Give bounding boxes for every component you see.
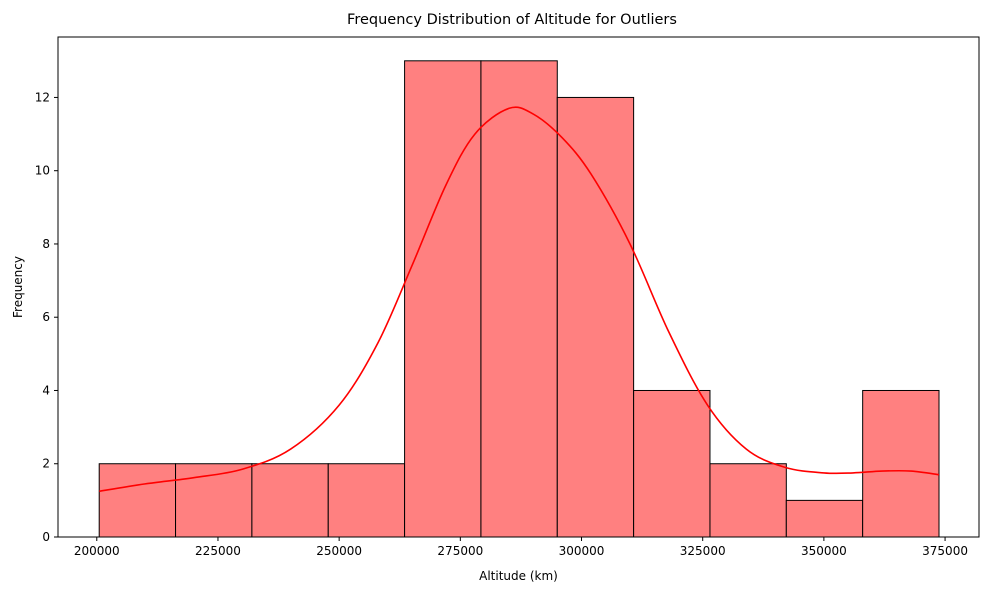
y-tick-label: 12 bbox=[35, 90, 50, 104]
x-tick-label: 250000 bbox=[316, 544, 362, 558]
x-tick-label: 375000 bbox=[922, 544, 968, 558]
y-tick-label: 10 bbox=[35, 164, 50, 178]
y-tick-label: 8 bbox=[42, 237, 50, 251]
x-axis-ticks: 200000 225000 250000 275000 300000 325000 3500… bbox=[74, 537, 968, 558]
y-tick-label: 2 bbox=[42, 457, 50, 471]
kde-group bbox=[99, 106, 940, 493]
histogram-bar bbox=[480, 60, 558, 538]
histogram-bar bbox=[709, 463, 787, 538]
y-axis-label: Frequency bbox=[11, 256, 25, 318]
y-axis-ticks: 0 2 4 6 8 10 12 bbox=[35, 90, 58, 544]
y-tick-label: 6 bbox=[42, 310, 50, 324]
histogram-bar bbox=[404, 60, 482, 538]
histogram-bar bbox=[633, 389, 711, 538]
x-tick-label: 350000 bbox=[801, 544, 847, 558]
x-tick-label: 225000 bbox=[195, 544, 241, 558]
y-tick-label: 0 bbox=[42, 530, 50, 544]
x-tick-label: 200000 bbox=[74, 544, 120, 558]
bars-group bbox=[98, 60, 940, 538]
histogram-bar bbox=[785, 499, 864, 538]
x-tick-label: 275000 bbox=[437, 544, 483, 558]
histogram-bar bbox=[175, 463, 253, 538]
x-axis-label: Altitude (km) bbox=[479, 569, 558, 583]
chart-title: Frequency Distribution of Altitude for O… bbox=[347, 12, 677, 28]
plot-frame bbox=[57, 36, 980, 538]
kde-line bbox=[99, 106, 940, 493]
histogram-bar bbox=[98, 463, 177, 538]
x-tick-label: 300000 bbox=[559, 544, 605, 558]
histogram-bar bbox=[251, 463, 329, 538]
histogram-bar bbox=[327, 463, 406, 538]
histogram-bar bbox=[556, 96, 635, 538]
histogram-bar bbox=[862, 389, 940, 538]
y-tick-label: 4 bbox=[42, 383, 50, 397]
x-tick-label: 325000 bbox=[680, 544, 726, 558]
